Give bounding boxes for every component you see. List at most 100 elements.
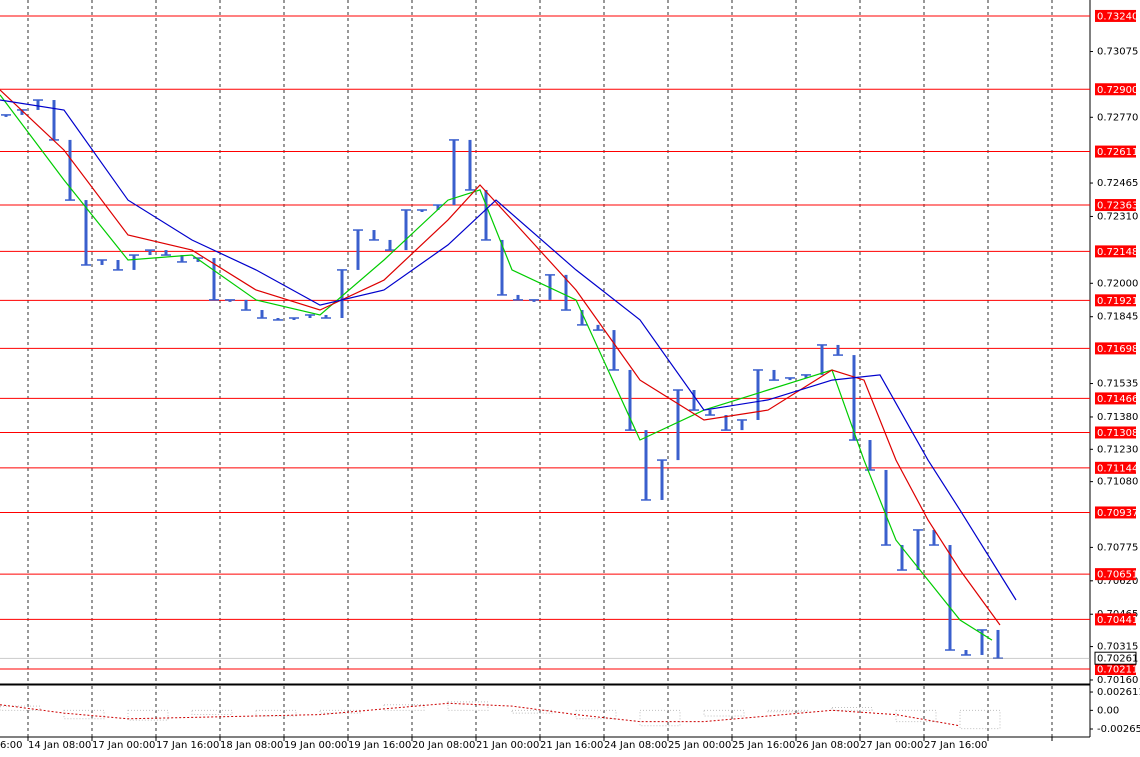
level-label-box bbox=[1095, 392, 1136, 405]
price-bar bbox=[52, 100, 56, 140]
x-tick-label: 20 Jan 08:00 bbox=[412, 740, 475, 751]
level-label-box bbox=[1095, 342, 1136, 355]
price-bar bbox=[724, 415, 728, 431]
moving-average bbox=[0, 94, 993, 641]
price-bar bbox=[596, 324, 600, 331]
oscillator-bar bbox=[191, 709, 233, 716]
price-bar bbox=[772, 369, 776, 381]
price-bar bbox=[356, 230, 360, 270]
level-label-box bbox=[1095, 245, 1136, 258]
oscillator-bar bbox=[383, 704, 425, 711]
price-bar bbox=[324, 314, 328, 319]
price-bar bbox=[484, 189, 488, 240]
price-bar bbox=[676, 390, 680, 461]
price-bar bbox=[612, 330, 616, 370]
y-tick-label: 0.71535 bbox=[1097, 379, 1138, 390]
price-bar bbox=[244, 299, 248, 311]
price-bar bbox=[228, 299, 232, 302]
price-bar bbox=[436, 205, 440, 210]
price-bar bbox=[20, 109, 24, 115]
x-tick-label: 27 Jan 16:00 bbox=[924, 740, 987, 751]
level-label-box bbox=[1095, 568, 1136, 581]
price-bar bbox=[644, 430, 648, 500]
oscillator-bar bbox=[959, 709, 1001, 730]
y-tick-label: 0.72770 bbox=[1097, 112, 1138, 123]
price-bar bbox=[660, 460, 664, 500]
price-bar bbox=[868, 440, 872, 470]
y-tick-label: 0.70160 bbox=[1097, 675, 1138, 686]
level-label-box bbox=[1095, 662, 1136, 675]
y-tick-label: 0.72310 bbox=[1097, 211, 1138, 222]
price-bar bbox=[116, 260, 120, 270]
level-label: 0.70937 bbox=[1097, 508, 1138, 519]
level-label: 0.72611 bbox=[1097, 147, 1138, 158]
level-label: 0.73240 bbox=[1097, 11, 1138, 22]
price-bar bbox=[708, 410, 712, 416]
level-label: 0.70441 bbox=[1097, 615, 1138, 626]
price-bar bbox=[468, 139, 472, 190]
x-tick-label: 25 Jan 00:00 bbox=[668, 740, 731, 751]
price-bar bbox=[500, 239, 504, 295]
price-bar bbox=[276, 318, 280, 321]
price-bar bbox=[820, 344, 824, 375]
x-tick-label: 25 Jan 16:00 bbox=[732, 740, 795, 751]
price-bar bbox=[292, 318, 296, 321]
price-bar bbox=[260, 310, 264, 319]
oscillator-bar bbox=[831, 707, 873, 711]
x-tick-label: 17 Jan 00:00 bbox=[92, 740, 155, 751]
signal-line bbox=[0, 702, 961, 727]
level-label: 0.71698 bbox=[1097, 344, 1138, 355]
price-bar bbox=[532, 299, 536, 302]
level-label-box bbox=[1095, 145, 1136, 158]
x-tick-label: 19 Jan 00:00 bbox=[284, 740, 347, 751]
price-bar bbox=[212, 258, 216, 300]
price-bar bbox=[948, 545, 952, 651]
y-tick-label: 0.71380 bbox=[1097, 412, 1138, 423]
price-bar bbox=[980, 629, 984, 655]
y-tick-label: -0.002659 bbox=[1097, 724, 1140, 735]
oscillator-bar bbox=[127, 709, 169, 721]
level-label-box bbox=[1095, 613, 1136, 626]
y-tick-label: 0.72465 bbox=[1097, 178, 1138, 189]
y-tick-label: 0.72000 bbox=[1097, 278, 1138, 289]
price-bar bbox=[580, 310, 584, 325]
y-tick-label: 0.70620 bbox=[1097, 576, 1138, 587]
level-label: 0.71466 bbox=[1097, 394, 1138, 405]
price-bar bbox=[420, 209, 424, 212]
y-tick-label: 0.71230 bbox=[1097, 444, 1138, 455]
price-bar bbox=[100, 260, 104, 265]
x-tick-label: 26 Jan 08:00 bbox=[796, 740, 859, 751]
price-bar bbox=[404, 209, 408, 251]
level-label-box bbox=[1095, 9, 1136, 22]
level-label: 0.70651 bbox=[1097, 570, 1138, 581]
x-tick-label: 18 Jan 08:00 bbox=[220, 740, 283, 751]
price-bar bbox=[180, 255, 184, 262]
price-bar bbox=[692, 390, 696, 411]
x-tick-label: 21 Jan 16:00 bbox=[540, 740, 603, 751]
price-bar bbox=[308, 314, 312, 319]
oscillator-bar bbox=[0, 705, 41, 711]
price-bar bbox=[132, 255, 136, 270]
price-bar bbox=[68, 139, 72, 201]
price-bar bbox=[884, 469, 888, 546]
y-tick-label: 0.71845 bbox=[1097, 312, 1138, 323]
oscillator-bar bbox=[639, 709, 681, 727]
y-tick-label: 0.70775 bbox=[1097, 542, 1138, 553]
x-tick-label: 6:00 bbox=[0, 740, 22, 751]
y-tick-label: 0.00 bbox=[1097, 705, 1119, 716]
oscillator-bar bbox=[703, 709, 745, 717]
level-label-box bbox=[1095, 294, 1136, 307]
level-label: 0.71308 bbox=[1097, 428, 1138, 439]
price-bar bbox=[740, 419, 744, 431]
x-tick-label: 14 Jan 08:00 bbox=[28, 740, 91, 751]
level-label-box bbox=[1095, 83, 1136, 96]
moving-average bbox=[0, 99, 1017, 601]
level-label-box bbox=[1095, 461, 1136, 474]
price-bar bbox=[148, 250, 152, 256]
price-bar bbox=[916, 529, 920, 571]
level-label: 0.71144 bbox=[1097, 463, 1138, 474]
level-label: 0.70211 bbox=[1097, 664, 1138, 675]
oscillator-bar bbox=[895, 709, 937, 723]
y-tick-label: 0.71080 bbox=[1097, 477, 1138, 488]
